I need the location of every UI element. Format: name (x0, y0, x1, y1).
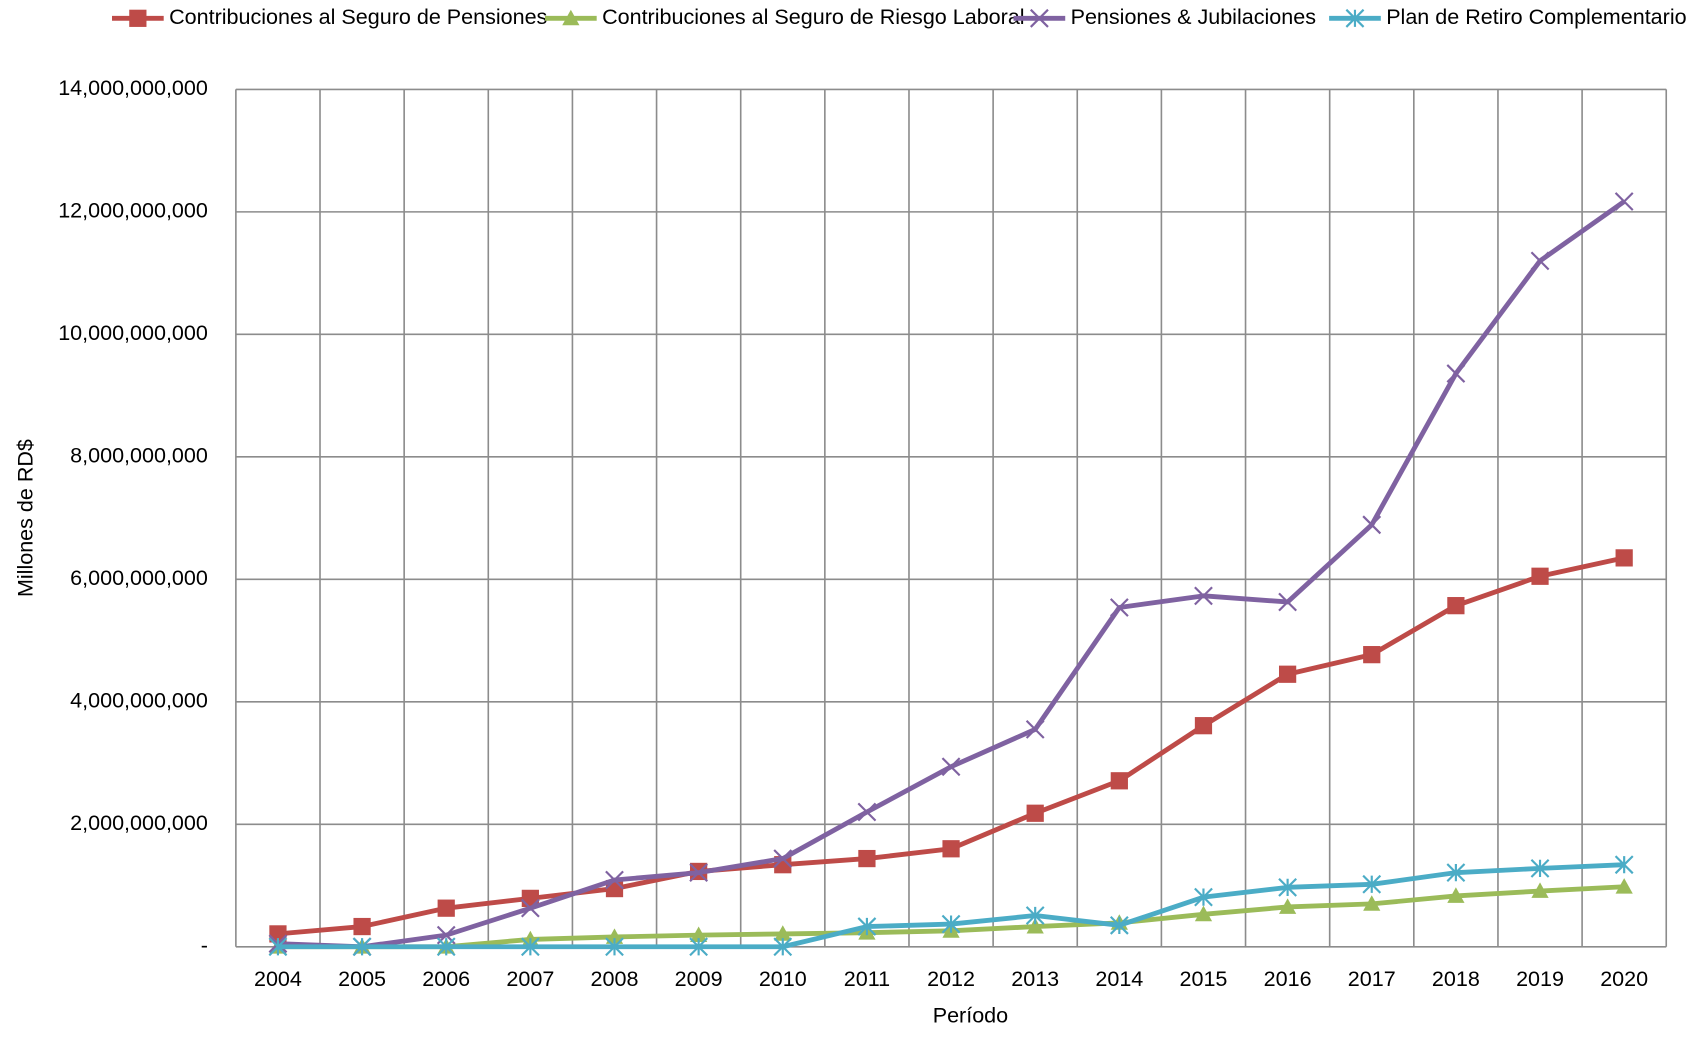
marker (1531, 567, 1549, 585)
y-tick-label: 4,000,000,000 (70, 688, 208, 712)
marker (774, 925, 792, 941)
marker (1530, 251, 1550, 271)
legend-label: Pensiones & Jubilaciones (1071, 5, 1316, 29)
marker (1194, 887, 1213, 907)
x-tick-label: 2019 (1516, 967, 1564, 991)
marker (1363, 895, 1381, 911)
marker (1362, 874, 1382, 894)
marker (1447, 597, 1465, 615)
marker (1363, 646, 1381, 664)
marker (268, 937, 288, 957)
marker (1110, 772, 1128, 790)
marker (1446, 863, 1466, 883)
marker (689, 863, 709, 883)
y-axis-label: Millones de RD$ (14, 439, 38, 597)
x-tick-label: 2007 (506, 967, 554, 991)
legend-marker (1029, 8, 1049, 28)
marker (1446, 364, 1466, 383)
x-tick-label: 2006 (422, 967, 470, 991)
marker (1278, 665, 1297, 683)
marker (1025, 906, 1045, 925)
marker (520, 937, 540, 957)
legend-marker (562, 9, 580, 26)
marker (1614, 192, 1634, 211)
marker (773, 937, 793, 957)
x-tick-label: 2020 (1600, 967, 1648, 991)
marker (941, 757, 961, 777)
legend-marker (129, 9, 147, 27)
x-tick-label: 2016 (1264, 967, 1312, 991)
marker (605, 928, 624, 944)
y-tick-label: 14,000,000,000 (58, 76, 208, 100)
marker (353, 917, 371, 936)
marker (1194, 717, 1213, 735)
marker (1362, 515, 1382, 535)
x-tick-label: 2004 (254, 967, 302, 991)
marker (1447, 887, 1465, 903)
marker (689, 937, 709, 957)
x-tick-label: 2018 (1432, 967, 1480, 991)
marker (1278, 877, 1297, 897)
marker (1109, 915, 1129, 935)
x-tick-label: 2009 (675, 967, 723, 991)
y-tick-label: 8,000,000,000 (70, 444, 208, 468)
marker (857, 917, 877, 936)
x-tick-label: 2008 (591, 967, 639, 991)
legend-marker (1345, 8, 1365, 28)
y-tick-label: 2,000,000,000 (70, 811, 208, 835)
marker (352, 937, 372, 957)
marker (1531, 882, 1549, 898)
x-tick-label: 2011 (844, 967, 890, 991)
marker (1278, 898, 1297, 914)
marker (1026, 917, 1044, 934)
marker (941, 914, 961, 934)
marker (1530, 858, 1550, 878)
marker (1025, 719, 1045, 739)
marker (773, 849, 793, 868)
series-line (277, 199, 1626, 950)
marker (1026, 804, 1044, 822)
marker (858, 849, 876, 868)
x-tick-label: 2015 (1180, 967, 1228, 991)
marker (1615, 878, 1633, 894)
x-tick-label: 2012 (927, 967, 975, 991)
marker (1614, 855, 1634, 875)
marker (1109, 598, 1129, 617)
marker (690, 926, 708, 943)
legend-label: Plan de Retiro Complementario (1386, 5, 1686, 29)
y-tick-label: - (201, 933, 208, 957)
y-tick-label: 6,000,000,000 (70, 566, 208, 590)
x-axis-label: Período (933, 1003, 1008, 1027)
x-tick-label: 2017 (1348, 967, 1396, 991)
marker (1194, 586, 1213, 606)
x-tick-label: 2013 (1011, 967, 1059, 991)
marker (436, 937, 456, 957)
y-tick-label: 10,000,000,000 (58, 321, 208, 345)
y-tick-label: 12,000,000,000 (58, 199, 208, 223)
marker (942, 840, 960, 858)
marker (1194, 905, 1213, 922)
marker (1278, 592, 1297, 612)
marker (605, 870, 624, 890)
legend-label: Contribuciones al Seguro de Riesgo Labor… (602, 5, 1025, 29)
marker (1615, 549, 1633, 567)
marker (605, 937, 624, 957)
x-tick-label: 2010 (759, 967, 807, 991)
marker (437, 899, 455, 917)
x-tick-label: 2005 (338, 967, 386, 991)
marker (520, 898, 540, 918)
x-tick-label: 2014 (1095, 967, 1143, 991)
marker (857, 802, 877, 822)
legend-label: Contribuciones al Seguro de Pensiones (169, 5, 547, 29)
